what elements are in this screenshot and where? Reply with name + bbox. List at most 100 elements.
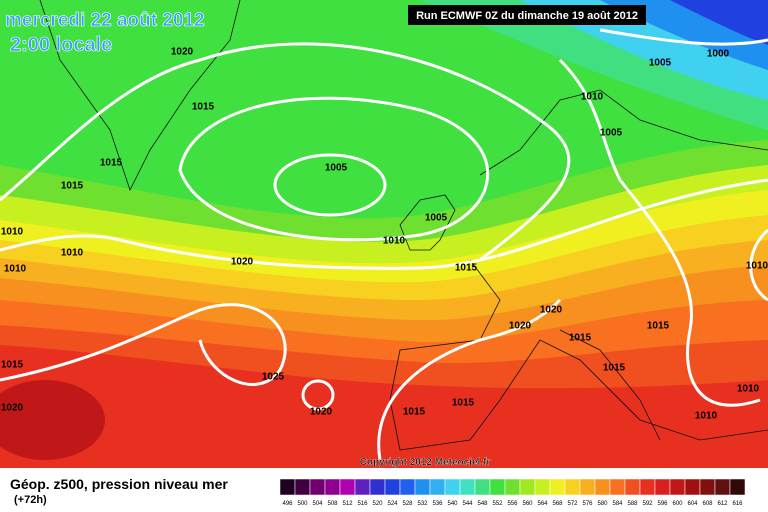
- colorbar-swatch: [279, 478, 296, 496]
- colorbar-label: 592: [642, 501, 653, 507]
- colorbar-label: 536: [432, 501, 443, 507]
- isobar: [178, 96, 490, 242]
- colorbar-swatch: [369, 478, 386, 496]
- coastline: [559, 329, 661, 441]
- colorbar-swatch: [429, 478, 446, 496]
- colorbar-label: 516: [357, 501, 368, 507]
- colorbar-swatch: [474, 478, 491, 496]
- isobar-label: 1015: [452, 398, 475, 409]
- colorbar-label: 588: [627, 501, 638, 507]
- isobar-label: 1010: [695, 411, 718, 422]
- isobar-label: 1020: [1, 403, 24, 414]
- colorbar-swatch: [654, 478, 671, 496]
- colorbar-label: 568: [552, 501, 563, 507]
- isobars: [0, 28, 768, 461]
- colorbar-swatch: [354, 478, 371, 496]
- isobar-label: 1015: [603, 363, 626, 374]
- isobar-label: 1010: [61, 248, 84, 259]
- colorbar-swatch: [729, 478, 746, 496]
- isobar-label: 1015: [569, 333, 592, 344]
- field-bands: [0, 0, 768, 468]
- colorbar-swatch: [384, 478, 401, 496]
- colorbar-swatch: [699, 478, 716, 496]
- isobar-label: 1005: [325, 163, 348, 174]
- colorbar-label: 504: [312, 501, 323, 507]
- colorbar-swatch: [339, 478, 356, 496]
- isobar-label: 1005: [600, 128, 623, 139]
- colorbar-label: 524: [387, 501, 398, 507]
- colorbar-label: 512: [342, 501, 353, 507]
- colorbar-label: 616: [732, 501, 743, 507]
- colorbar-swatch: [399, 478, 416, 496]
- band: [670, 0, 768, 45]
- date: mercredi 22 août 2012: [5, 10, 205, 31]
- isobar: [0, 178, 768, 270]
- colorbar-swatch: [639, 478, 656, 496]
- colorbar-swatch: [714, 478, 731, 496]
- colorbar-label: 564: [537, 501, 548, 507]
- colorbar-swatch: [579, 478, 596, 496]
- run-info: Run ECMWF 0Z du dimanche 19 août 2012: [416, 10, 638, 22]
- isobar: [599, 28, 768, 46]
- colorbar-label: 548: [477, 501, 488, 507]
- colorbar-label: 596: [657, 501, 668, 507]
- colorbar-label: 576: [582, 501, 593, 507]
- isobar: [377, 298, 562, 461]
- isobar-label: 1025: [262, 372, 285, 383]
- isobar-label: 1000: [707, 49, 730, 60]
- colorbar-swatch: [594, 478, 611, 496]
- colorbar-label: 604: [687, 501, 698, 507]
- colorbar-swatch: [504, 478, 521, 496]
- band: [0, 380, 105, 460]
- colorbar-swatch: [414, 478, 431, 496]
- colorbar-label: 540: [447, 501, 458, 507]
- band: [0, 345, 768, 468]
- footer-lead: (+72h): [14, 494, 47, 506]
- colorbar-label: 608: [702, 501, 713, 507]
- isobar: [558, 58, 761, 407]
- footer-title: Géop. z500, pression niveau mer: [10, 476, 228, 492]
- isobar-label: 1015: [1, 360, 24, 371]
- colorbar-swatch: [684, 478, 701, 496]
- colorbar-label: 500: [297, 501, 308, 507]
- isobar-label: 1015: [455, 263, 478, 274]
- isobar-label: 1010: [581, 92, 604, 103]
- colorbar-swatch: [489, 478, 506, 496]
- isobar-label: 1010: [4, 264, 27, 275]
- colorbar-label: 600: [672, 501, 683, 507]
- isobar-label: 1010: [1, 227, 24, 238]
- isobar-label: 1005: [425, 213, 448, 224]
- isobar-label: 1010: [383, 236, 406, 247]
- colorbar-swatch: [324, 478, 341, 496]
- isobar-label: 1020: [540, 305, 563, 316]
- colorbar-label: 544: [462, 501, 473, 507]
- colorbar-swatch: [624, 478, 641, 496]
- isobar: [0, 42, 571, 262]
- colorbar-label: 584: [612, 501, 623, 507]
- colorbar-label: 508: [327, 501, 338, 507]
- isobar-label: 1020: [509, 321, 532, 332]
- colorbar-label: 612: [717, 501, 728, 507]
- isobar-label: 1005: [649, 58, 672, 69]
- coastline: [39, 0, 241, 192]
- isobar-labels: 1020 1015 1015 1015 1005 1005 1010 1010 1010 1010…: [1, 47, 768, 422]
- colorbar-swatch: [609, 478, 626, 496]
- colorbar: 496 500 504 508 512 516 520 524 528 532 536 540 544 5…: [279, 478, 746, 507]
- isobar-label: 1010: [737, 384, 760, 395]
- colorbar-swatch: [519, 478, 536, 496]
- colorbar-label: 556: [507, 501, 518, 507]
- colorbar-swatch: [294, 478, 311, 496]
- colorbar-swatch: [309, 478, 326, 496]
- colorbar-label: 572: [567, 501, 578, 507]
- isobar-label: 1015: [61, 181, 84, 192]
- colorbar-swatch: [564, 478, 581, 496]
- colorbar-swatch: [534, 478, 551, 496]
- colorbar-swatch: [459, 478, 476, 496]
- colorbar-label: 496: [282, 501, 293, 507]
- colorbar-label: 580: [597, 501, 608, 507]
- run-box: [408, 5, 646, 25]
- isobar: [301, 379, 335, 411]
- colorbar-swatch: [669, 478, 686, 496]
- isobar-label: 1015: [647, 321, 670, 332]
